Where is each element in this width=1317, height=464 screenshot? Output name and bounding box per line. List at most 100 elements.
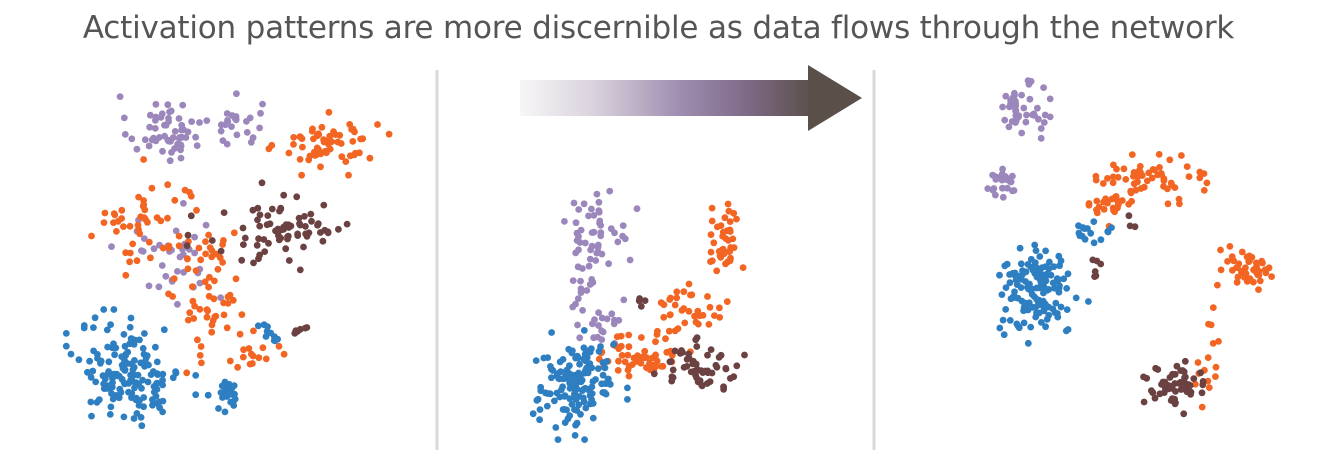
scatter-point-brown [184,231,192,239]
scatter-point-orange [214,265,222,273]
scatter-point-orange [729,235,737,243]
scatter-point-blue [556,358,564,366]
scatter-point-blue [192,372,200,379]
scatter-point-orange [326,132,334,140]
scatter-point-blue [109,379,116,387]
scatter-point-purple [999,184,1006,192]
scatter-point-orange [359,135,367,143]
scatter-point-brown [733,362,741,370]
scatter-point-blue [1055,276,1063,283]
scatter-point-blue [67,350,75,358]
scatter-point-orange [229,296,237,304]
scatter-point-blue [548,374,555,382]
scatter-point-orange [1164,200,1172,208]
scatter-point-orange [1250,266,1257,274]
scatter-point-blue [586,400,594,408]
scatter-point-blue [1045,311,1053,319]
scatter-point-blue [532,357,540,364]
scatter-point-orange [1198,403,1206,411]
scatter-point-blue [159,376,166,384]
scatter-point-orange [250,327,257,335]
scatter-point-orange [1155,151,1163,158]
scatter-point-orange [1148,174,1156,182]
scatter-point-orange [159,244,167,252]
scatter-point-orange [618,352,626,359]
scatter-point-brown [300,243,307,251]
scatter-point-orange [153,214,161,222]
scatter-point-purple [152,100,160,108]
scatter-point-orange [1102,195,1109,203]
scatter-point-orange [1167,179,1175,187]
scatter-point-orange [1262,269,1270,277]
scatter-point-brown [261,248,269,256]
scatter-point-brown [703,380,711,387]
scatter-point-purple [1034,104,1041,112]
scatter-point-brown [241,234,249,242]
scatter-point-orange [1136,162,1144,170]
scatter-point-orange [290,134,298,141]
scatter-point-blue [1055,284,1063,292]
scatter-point-orange [1110,161,1117,169]
scatter-point-blue [62,330,70,337]
scatter-point-orange [1245,258,1253,266]
scatter-point-brown [275,232,282,239]
scatter-point-orange [652,338,659,346]
scatter-point-orange [723,298,731,305]
scatter-point-brown [249,206,257,214]
scatter-panel-late-layer [984,77,1275,418]
scatter-point-orange [236,330,244,338]
scatter-point-brown [255,255,262,263]
scatter-point-blue [1011,293,1019,301]
scatter-panel-early-layer [62,90,393,430]
scatter-point-blue [121,380,129,388]
scatter-point-brown [320,201,328,209]
scatter-point-purple [577,277,584,285]
scatter-point-brown [704,351,711,359]
scatter-point-orange [201,278,209,286]
scatter-point-brown [239,224,247,232]
scatter-point-purple [587,246,594,254]
scatter-point-blue [143,352,151,360]
scatter-point-orange [202,238,209,246]
scatter-point-purple [165,114,172,122]
scatter-point-blue [571,393,578,401]
scatter-point-orange [1191,380,1199,388]
scatter-point-blue [1013,320,1021,328]
scatter-point-orange [299,143,306,151]
scatter-point-orange [135,193,143,201]
scatter-point-orange [708,217,716,225]
scatter-point-orange [175,232,183,240]
scatter-point-brown [1097,260,1105,268]
scatter-point-orange [366,154,374,162]
scatter-point-blue [91,314,99,322]
scatter-point-brown [699,369,707,376]
scatter-point-purple [614,238,622,246]
scatter-point-blue [128,373,136,381]
scatter-point-purple [620,296,628,304]
scatter-point-blue [1027,323,1035,331]
scatter-point-orange [198,359,205,367]
scatter-point-blue [86,357,93,365]
scatter-point-purple [1005,123,1013,131]
scatter-point-brown [680,364,688,371]
scatter-point-blue [1033,295,1040,303]
scatter-point-blue [589,414,597,422]
scatter-point-orange [226,357,234,365]
scatter-point-purple [615,316,623,324]
scatter-point-blue [581,436,588,443]
scatter-point-blue [576,372,584,380]
scatter-point-purple [999,165,1006,173]
scatter-point-orange [296,156,304,163]
scatter-point-orange [126,222,134,230]
scatter-point-blue [126,323,134,331]
scatter-point-purple [141,136,149,144]
scatter-point-purple [120,114,128,122]
scatter-point-blue [610,341,618,348]
scatter-point-purple [989,186,997,194]
scatter-point-blue [94,355,101,362]
scatter-point-brown [294,230,301,238]
scatter-point-blue [1064,270,1072,278]
scatter-point-purple [569,277,577,284]
scatter-point-orange [205,292,213,300]
scatter-point-purple [152,116,159,124]
